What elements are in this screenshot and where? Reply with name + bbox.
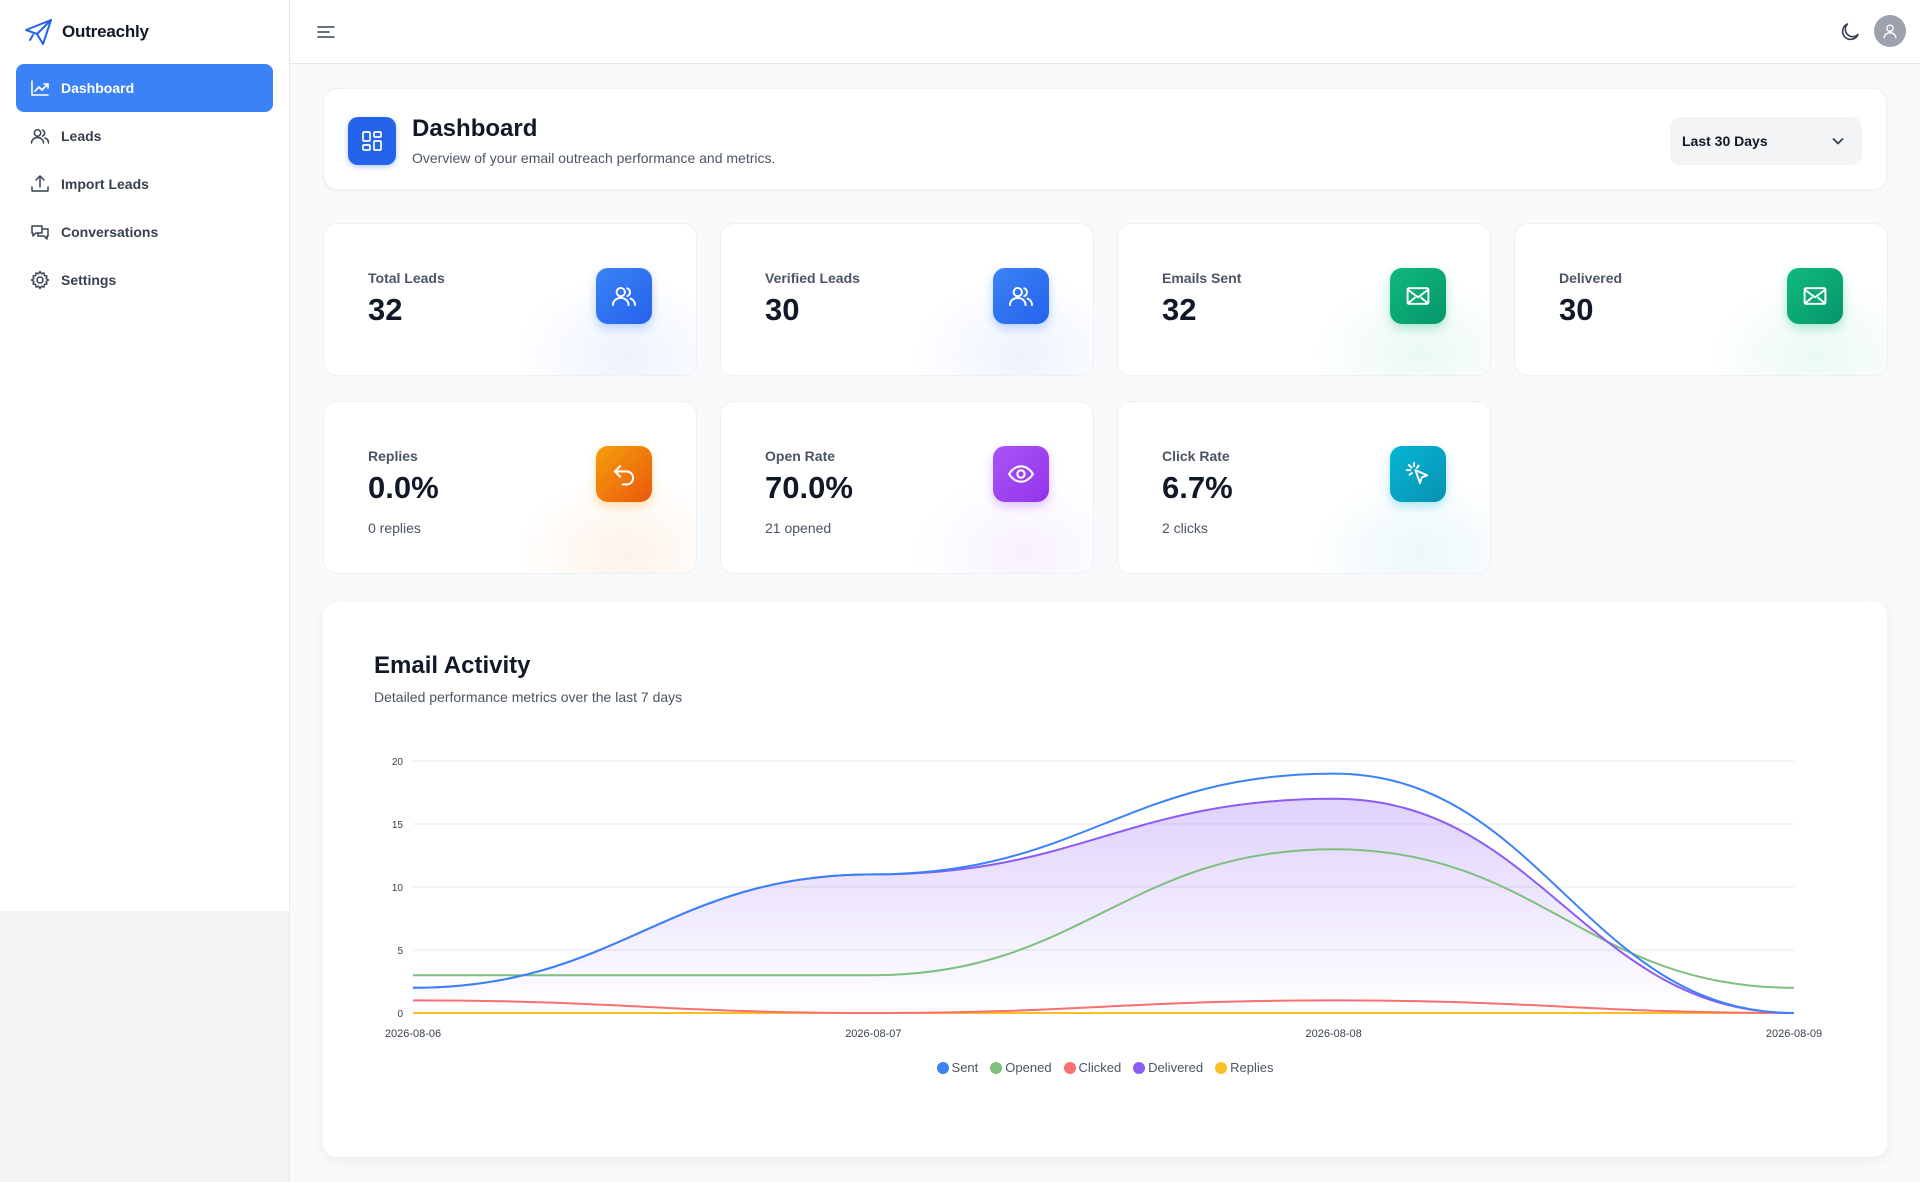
legend-swatch [1215,1061,1228,1074]
legend-label: Sent [951,1060,979,1075]
legend-label: Clicked [1078,1060,1122,1075]
sidebar-panel: Outreachly Dashboard Leads Import Leads … [0,0,289,911]
series-line-clicked[interactable] [412,999,1795,1015]
mail-icon [1390,268,1446,324]
stat-value: 30 [1559,292,1594,327]
stat-card-delivered: Delivered 30 [1514,223,1888,376]
stat-subtext: 21 opened [765,520,832,536]
sidebar-item-label: Leads [61,128,102,144]
chat-icon [31,225,49,240]
stat-value: 30 [765,292,800,327]
top-bar [290,0,1920,64]
legend-swatch [990,1061,1003,1074]
stat-label: Emails Sent [1162,270,1242,286]
sidebar-item-dashboard[interactable]: Dashboard [16,64,273,112]
sidebar-item-label: Import Leads [61,176,149,192]
users-icon [993,268,1049,324]
sidebar-item-label: Conversations [61,224,159,240]
legend-item-delivered[interactable]: Delivered [1133,1060,1203,1075]
x-tick-label: 2026-08-07 [845,1028,901,1040]
reply-icon [596,446,652,502]
chart-legend: Sent Opened Clicked Delivered Replies [323,1060,1887,1075]
sidebar: Outreachly Dashboard Leads Import Leads … [0,0,290,1182]
y-tick-label: 0 [397,1009,403,1020]
gear-icon [30,270,50,290]
theme-toggle-button[interactable] [1838,20,1862,44]
stat-label: Click Rate [1162,448,1230,464]
legend-label: Delivered [1148,1060,1204,1075]
sidebar-item-conversations[interactable]: Conversations [16,208,273,256]
stat-value: 32 [1162,292,1197,327]
users-icon [596,268,652,324]
legend-label: Replies [1230,1060,1274,1075]
sidebar-item-import-leads[interactable]: Import Leads [16,160,273,208]
stat-label: Total Leads [368,270,445,286]
chevron-down-icon [1832,138,1844,145]
sidebar-nav: Dashboard Leads Import Leads Conversatio… [16,64,273,304]
email-activity-chart[interactable]: 0 5 10 15 20 2026-08-06 2026-08-07 2026-08-08 20… [323,602,1887,1157]
menu-icon [317,26,335,38]
users-icon [30,129,50,144]
stat-card-open-rate: Open Rate 70.0% 21 opened [720,401,1094,574]
y-tick-label: 15 [392,820,404,831]
page-title: Dashboard [412,115,538,142]
legend-swatch [936,1061,949,1074]
legend-item-clicked[interactable]: Clicked [1063,1060,1122,1075]
chart-subtitle: Detailed performance metrics over the la… [374,689,683,705]
stat-subtext: 2 clicks [1162,520,1208,536]
x-tick-label: 2026-08-06 [385,1028,441,1040]
paper-plane-icon [25,19,52,45]
series-line-sent[interactable] [412,772,1795,1014]
email-activity-card: Email Activity Detailed performance metr… [323,602,1887,1157]
mail-icon [1787,268,1843,324]
stat-label: Verified Leads [765,270,860,286]
menu-toggle-button[interactable] [314,20,338,44]
stat-label: Replies [368,448,418,464]
upload-icon [31,175,49,192]
sidebar-item-leads[interactable]: Leads [16,112,273,160]
y-tick-label: 5 [397,946,403,957]
chart-line-icon [31,80,49,96]
sidebar-item-settings[interactable]: Settings [16,256,273,304]
y-tick-label: 10 [392,883,404,894]
x-tick-label: 2026-08-09 [1766,1028,1822,1040]
stat-card-click-rate: Click Rate 6.7% 2 clicks [1117,401,1491,574]
stat-value: 32 [368,292,403,327]
moon-icon [1841,23,1859,41]
brand-name: Outreachly [62,22,149,41]
sidebar-item-label: Settings [61,272,117,288]
page-subtitle: Overview of your email outreach performa… [412,150,776,166]
date-range-value: Last 30 Days [1682,133,1768,149]
series-area-delivered [413,798,1794,1013]
sidebar-item-label: Dashboard [61,80,135,96]
stat-value: 6.7% [1162,470,1233,505]
legend-item-opened[interactable]: Opened [990,1060,1052,1075]
stat-card-emails-sent: Emails Sent 32 [1117,223,1491,376]
dashboard-grid-icon [348,117,396,165]
stat-card-total-leads: Total Leads 32 [323,223,697,376]
stat-label: Delivered [1559,270,1623,286]
avatar[interactable] [1874,15,1906,47]
dashboard-header: Dashboard Overview of your email outreac… [323,88,1887,190]
brand[interactable]: Outreachly [24,18,149,46]
cursor-click-icon [1390,446,1446,502]
x-tick-label: 2026-08-08 [1306,1028,1362,1040]
legend-item-sent[interactable]: Sent [936,1060,979,1075]
date-range-select[interactable]: Last 30 Days [1670,117,1862,165]
legend-label: Opened [1005,1060,1052,1075]
stat-card-verified-leads: Verified Leads 30 [720,223,1094,376]
legend-swatch [1133,1061,1146,1074]
y-tick-label: 20 [392,757,404,768]
user-icon [1883,24,1897,39]
eye-icon [993,446,1049,502]
stat-value: 0.0% [368,470,439,505]
stat-card-replies: Replies 0.0% 0 replies [323,401,697,574]
stat-label: Open Rate [765,448,836,464]
legend-swatch [1063,1061,1076,1074]
chart-title: Email Activity [374,652,531,679]
legend-item-replies[interactable]: Replies [1215,1060,1273,1075]
stat-subtext: 0 replies [368,520,421,536]
stat-value: 70.0% [765,470,853,505]
series-line-opened[interactable] [413,848,1795,989]
